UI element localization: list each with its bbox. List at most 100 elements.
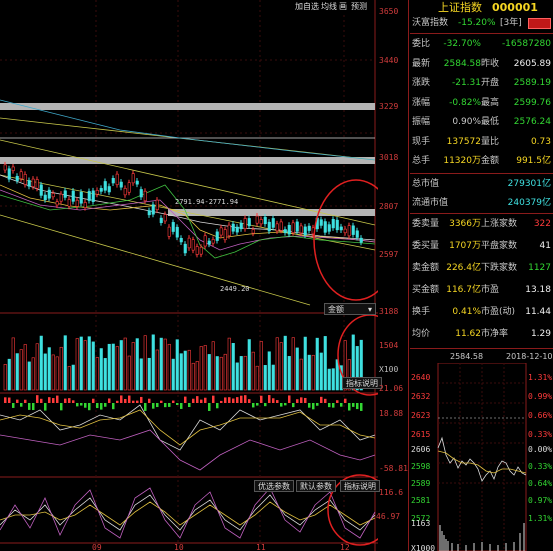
macd-bar [312,403,315,410]
index-name: 沃富指数 [412,18,449,28]
macd-bar [268,395,271,403]
bottom-indicator-help-button[interactable]: 指标说明 [340,480,380,492]
time-axis-label: 09 [92,543,102,551]
macd-bar [272,398,275,403]
quote-label: 市盈 [481,285,500,295]
candle-body [307,225,311,231]
macd-bar [180,403,183,409]
volume-axis-label: X100 [379,365,399,374]
candle-body [303,226,307,236]
candle-body [251,229,255,234]
macd-bar [124,398,127,403]
macd-bar [60,403,63,411]
candle-body [11,166,15,171]
mini-right-axis-label: 1.31% [528,514,553,523]
macd-bar [28,403,31,410]
candle-body [147,210,151,216]
volume-bar [167,343,171,391]
candle-body [207,240,211,245]
volume-bar [211,341,215,391]
macd-bar [92,398,95,403]
macd-bar [252,403,255,408]
quote-value: 137572 [446,136,481,147]
volume-bar [155,349,159,391]
volume-bar [203,345,207,391]
volume-bar [195,361,199,391]
volume-bar [63,335,67,391]
quote-label: 昨收 [481,58,500,69]
volume-bar [23,344,27,391]
macd-bar [228,397,231,403]
quote-row: 涨幅 -0.82% 最高 2599.76 [410,94,553,113]
mini-date: 2018-12-10 [506,352,553,361]
support-band-2 [0,157,375,164]
macd-bar [224,397,227,403]
ma-button[interactable]: 均线 [319,0,339,13]
volume-bar [87,336,91,391]
macd-bar [208,403,211,411]
volume-bar [159,337,163,391]
macd-bar [52,398,55,403]
red-tag-button[interactable] [528,18,551,29]
draw-button[interactable]: 画 [337,0,349,13]
quote-value: 41 [539,241,551,251]
quote-value: 0.73 [530,136,551,147]
macd-bar [108,398,111,403]
default-params-button[interactable]: 默认参数 [296,480,336,492]
volume-bar [255,365,259,391]
quote-value: 0.41% [452,307,481,317]
candle-body [75,199,79,207]
quote-value: 1707万 [449,241,481,251]
candle-body [231,223,235,232]
volume-bar [247,339,251,391]
candle-body [355,230,359,238]
candle-body [87,191,91,201]
candle-body [279,221,283,231]
candle-body [51,193,55,198]
quote-value: 11320万 [443,156,481,166]
macd-bar [168,403,171,407]
volume-bar [59,346,63,391]
volume-bar [187,349,191,391]
mini-left-axis-label: 1163 [411,519,431,528]
candle-body [151,204,155,215]
volume-bar [311,354,315,391]
candle-body [283,229,287,233]
volume-bar [15,353,19,391]
macd-bar [152,403,155,409]
candle-body [291,222,295,234]
main-chart-area[interactable] [0,0,378,551]
macd-bar [196,396,199,403]
volume-bar [171,358,175,391]
macd-bar [68,398,71,403]
candle-body [43,194,47,201]
quote-value: 240379亿 [507,198,551,208]
volume-indicator-help-button[interactable]: 指标说明 [342,377,382,389]
macd-bar [160,400,163,403]
volume-bar [327,368,331,391]
macd-bar [316,403,319,406]
add-favorite-button[interactable]: 加自选 [293,0,321,13]
quote-value: -21.31 [451,78,481,88]
candle-body [135,180,139,185]
quote-label: 换手 [412,307,431,317]
forecast-button[interactable]: 预测 [349,0,369,13]
volume-bar [219,356,223,391]
macd-bar [40,398,43,403]
quote-label: 涨跌 [412,78,431,88]
quote-row: 委比 -32.70% -16587280 [410,35,553,54]
candle-body [319,219,323,226]
amount-dropdown[interactable]: 金额 ▾ [324,303,376,315]
quote-value: 2584.58 [443,58,481,69]
quote-label: 最新 [412,58,431,69]
macd-bar [344,398,347,403]
candle-body [359,237,363,243]
candle-body [271,218,275,228]
volume-bar [355,346,359,391]
optimal-params-button[interactable]: 优选参数 [254,480,294,492]
volume-bar [55,356,59,391]
mini-left-axis-label: 2632 [411,392,431,401]
quote-label: 均价 [412,329,431,339]
macd-bar [20,403,23,407]
volume-bar [7,358,11,391]
